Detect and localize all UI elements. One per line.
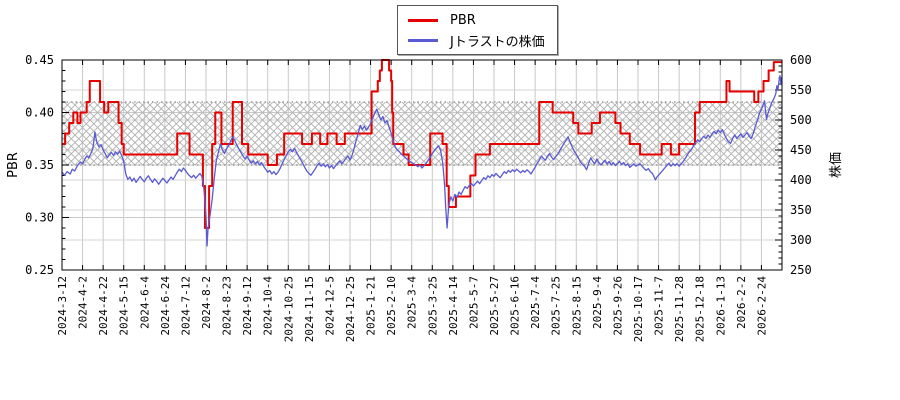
svg-text:0.45: 0.45 bbox=[25, 53, 54, 67]
stock-price-line bbox=[61, 74, 783, 247]
svg-text:2025-5-7: 2025-5-7 bbox=[467, 276, 480, 329]
svg-text:2025-3-25: 2025-3-25 bbox=[426, 276, 439, 336]
svg-text:400: 400 bbox=[790, 173, 812, 187]
svg-text:0.40: 0.40 bbox=[25, 106, 54, 120]
svg-text:500: 500 bbox=[790, 113, 812, 127]
svg-text:2025-2-10: 2025-2-10 bbox=[385, 276, 398, 336]
svg-text:2024-12-25: 2024-12-25 bbox=[344, 276, 357, 342]
svg-text:2024-6-4: 2024-6-4 bbox=[138, 276, 151, 329]
svg-text:600: 600 bbox=[790, 53, 812, 67]
svg-text:0.30: 0.30 bbox=[25, 211, 54, 225]
svg-text:2025-11-28: 2025-11-28 bbox=[673, 276, 686, 342]
svg-text:2024-8-23: 2024-8-23 bbox=[221, 276, 234, 336]
svg-text:2025-3-4: 2025-3-4 bbox=[406, 276, 419, 329]
svg-text:2026-2-2: 2026-2-2 bbox=[735, 276, 748, 329]
legend-label-stock-price: Jトラストの株価 bbox=[450, 34, 545, 50]
svg-text:2024-4-22: 2024-4-22 bbox=[97, 276, 110, 336]
svg-text:2024-12-5: 2024-12-5 bbox=[323, 276, 336, 336]
plot-border bbox=[61, 59, 783, 271]
svg-text:2025-7-4: 2025-7-4 bbox=[529, 276, 542, 329]
legend-label-pbr: PBR bbox=[450, 12, 476, 28]
svg-text:2024-10-25: 2024-10-25 bbox=[282, 276, 295, 342]
svg-text:2024-5-15: 2024-5-15 bbox=[118, 276, 131, 336]
svg-text:2025-10-17: 2025-10-17 bbox=[632, 276, 645, 342]
svg-text:2026-1-13: 2026-1-13 bbox=[714, 276, 727, 336]
svg-text:2024-3-12: 2024-3-12 bbox=[56, 276, 69, 336]
right-axis-tick-labels: 250 300 350 400 450 500 550 600 bbox=[790, 53, 812, 277]
svg-text:450: 450 bbox=[790, 143, 812, 157]
svg-text:2025-8-15: 2025-8-15 bbox=[570, 276, 583, 336]
legend-item-stock-price: Jトラストの株価 bbox=[408, 30, 545, 50]
svg-text:2025-4-14: 2025-4-14 bbox=[447, 276, 460, 336]
svg-text:2024-7-12: 2024-7-12 bbox=[179, 276, 192, 336]
svg-text:2025-11-7: 2025-11-7 bbox=[653, 276, 666, 336]
x-axis-tick-labels: 2024-3-12 2024-4-2 2024-4-22 2024-5-15 2024-… bbox=[56, 276, 768, 343]
hatched-band bbox=[62, 102, 782, 165]
svg-text:2024-8-2: 2024-8-2 bbox=[200, 276, 213, 329]
svg-text:2025-6-16: 2025-6-16 bbox=[509, 276, 522, 336]
svg-text:2024-9-12: 2024-9-12 bbox=[241, 276, 254, 336]
legend-item-pbr: PBR bbox=[408, 10, 545, 30]
svg-text:2025-5-27: 2025-5-27 bbox=[488, 276, 501, 336]
svg-text:2025-1-21: 2025-1-21 bbox=[365, 276, 378, 336]
svg-text:2024-10-4: 2024-10-4 bbox=[262, 276, 275, 336]
svg-text:250: 250 bbox=[790, 263, 812, 277]
svg-text:2025-9-4: 2025-9-4 bbox=[591, 276, 604, 329]
svg-text:2024-6-24: 2024-6-24 bbox=[159, 276, 172, 336]
pbr-line bbox=[62, 59, 782, 229]
legend: PBR Jトラストの株価 bbox=[397, 5, 558, 55]
svg-text:2024-4-2: 2024-4-2 bbox=[77, 276, 90, 329]
pbr-line-swatch bbox=[408, 18, 438, 22]
svg-text:0.35: 0.35 bbox=[25, 158, 54, 172]
svg-text:350: 350 bbox=[790, 203, 812, 217]
svg-text:0.25: 0.25 bbox=[25, 263, 54, 277]
svg-text:2025-9-26: 2025-9-26 bbox=[611, 276, 624, 336]
svg-text:300: 300 bbox=[790, 233, 812, 247]
right-axis-title: 株価 bbox=[829, 152, 844, 178]
left-axis-title: PBR bbox=[6, 152, 21, 178]
svg-text:2026-2-24: 2026-2-24 bbox=[755, 276, 768, 336]
svg-text:2024-11-15: 2024-11-15 bbox=[303, 276, 316, 342]
svg-text:2025-12-18: 2025-12-18 bbox=[694, 276, 707, 342]
stock-price-line-swatch bbox=[408, 38, 438, 42]
svg-text:2025-7-25: 2025-7-25 bbox=[550, 276, 563, 336]
left-axis-tick-labels: 0.25 0.30 0.35 0.40 0.45 bbox=[25, 53, 54, 277]
svg-text:550: 550 bbox=[790, 83, 812, 97]
